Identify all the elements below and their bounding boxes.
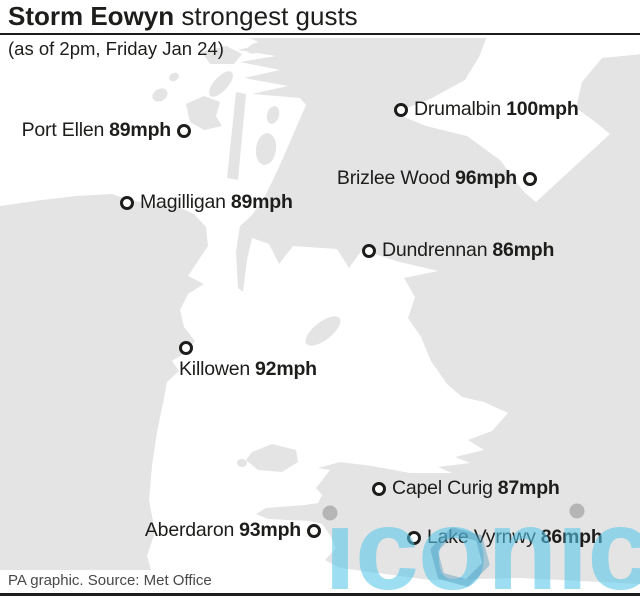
island-anglesey <box>246 444 298 472</box>
station-aberdaron: Aberdaron 93mph <box>145 519 321 542</box>
station-name: Aberdaron <box>144 519 235 541</box>
title-strong: Storm Eowyn <box>8 1 175 31</box>
station-name: Port Ellen <box>21 119 105 141</box>
station-name: Brizlee Wood <box>336 167 451 189</box>
gust-marker-icon <box>372 481 386 496</box>
station-gust: 86mph <box>540 526 603 548</box>
station-port-ellen: Port Ellen 89mph <box>22 119 191 142</box>
island-islay <box>186 96 222 130</box>
station-gust: 89mph <box>109 119 171 141</box>
island-colonsay <box>152 88 168 102</box>
station-name: Magilligan <box>140 191 226 213</box>
station-gust: 87mph <box>497 477 560 499</box>
station-name: Capel Curig <box>392 477 493 499</box>
hexagon-icon <box>430 527 490 587</box>
station-brizlee-wood: Brizlee Wood 96mph <box>337 167 537 190</box>
gust-marker-icon <box>394 102 408 117</box>
page-title: Storm Eowyn strongest gusts <box>8 1 358 32</box>
gust-marker-icon <box>407 530 421 545</box>
island-jura <box>209 71 233 97</box>
island-mull <box>202 46 242 64</box>
gust-marker-icon <box>362 243 376 258</box>
island-small-hebride <box>247 42 265 54</box>
station-gust: 92mph <box>255 358 317 380</box>
station-name: Lake Vyrnwy <box>427 526 536 548</box>
station-gust: 96mph <box>455 167 517 189</box>
island-arran <box>255 133 277 165</box>
gust-marker-icon <box>120 195 134 210</box>
station-name: Drumalbin <box>414 98 502 120</box>
station-name: Killowen <box>179 358 251 380</box>
island-holy-island <box>237 459 247 467</box>
station-gust: 86mph <box>492 239 555 261</box>
sea-firth-of-forth <box>394 36 640 202</box>
watermark-i-dot <box>322 505 338 521</box>
station-drumalbin: Drumalbin 100mph <box>394 98 579 121</box>
island-tiree <box>169 72 179 82</box>
station-lake-vyrnwy: Lake Vyrnwy 86mph <box>407 526 603 549</box>
station-magilligan: Magilligan 89mph <box>120 191 293 214</box>
station-gust: 100mph <box>506 98 579 120</box>
subtitle: (as of 2pm, Friday Jan 24) <box>8 38 224 59</box>
station-killowen: Killowen 92mph <box>179 341 317 381</box>
station-gust: 93mph <box>239 519 301 541</box>
gust-marker-icon <box>523 171 537 186</box>
station-capel-curig: Capel Curig 87mph <box>372 477 560 500</box>
title-divider <box>0 33 640 35</box>
gust-marker-icon <box>179 341 193 355</box>
island-bute <box>266 106 280 124</box>
peninsula-kintyre <box>227 92 246 180</box>
land-ireland <box>0 194 208 570</box>
station-gust: 89mph <box>230 191 293 213</box>
gust-marker-icon <box>177 123 191 138</box>
title-rest: strongest gusts <box>174 1 358 31</box>
source-credit: PA graphic. Source: Met Office <box>8 572 212 589</box>
gust-marker-icon <box>307 523 321 538</box>
island-isle-of-man <box>305 316 341 346</box>
station-name: Dundrennan <box>382 239 488 261</box>
footer-divider <box>0 593 640 596</box>
station-dundrennan: Dundrennan 86mph <box>362 239 554 262</box>
watermark-text: ıconıc <box>324 486 640 602</box>
watermark-i-dot <box>569 503 585 519</box>
